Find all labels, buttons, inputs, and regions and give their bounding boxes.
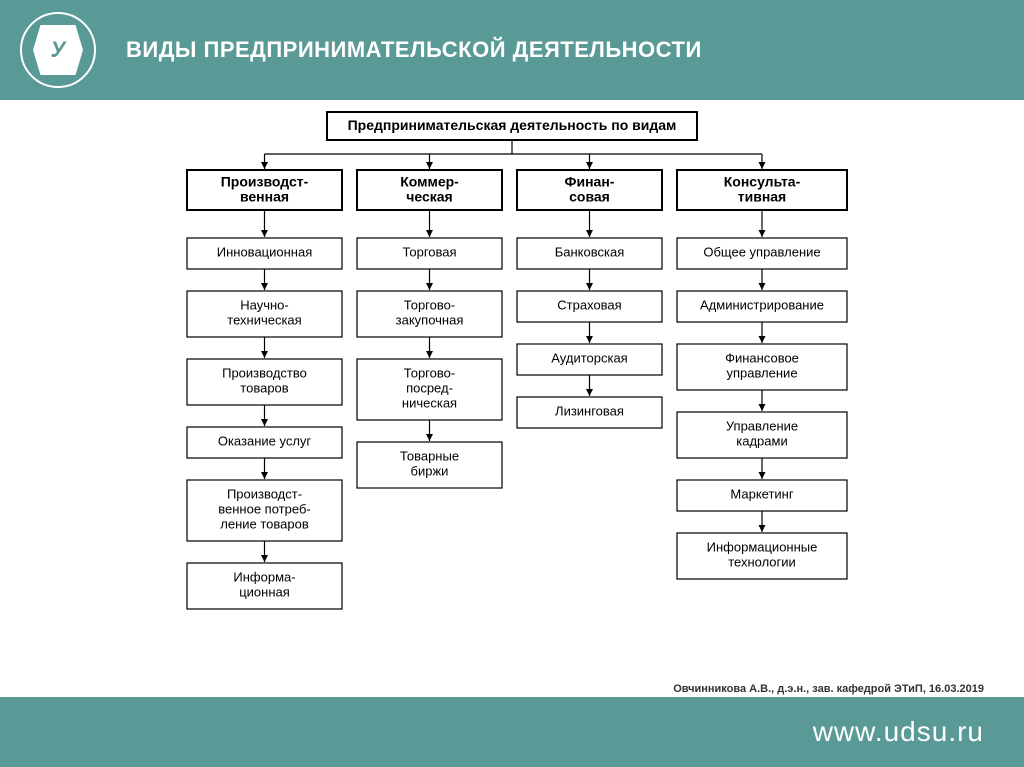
svg-text:Инновационная: Инновационная [217,245,313,260]
svg-text:Общее управление: Общее управление [703,245,820,260]
svg-text:Производст-венное потреб-ление: Производст-венное потреб-ление товаров [218,487,310,532]
svg-text:Банковская: Банковская [555,245,625,260]
types-flowchart: Предпринимательская деятельность по вида… [147,110,877,700]
svg-text:Коммер-ческая: Коммер-ческая [400,173,459,204]
svg-text:Маркетинг: Маркетинг [730,487,793,502]
svg-text:Оказание услуг: Оказание услуг [218,434,312,449]
footer-url: www.udsu.ru [813,716,984,748]
svg-text:Финансовоеуправление: Финансовоеуправление [725,351,799,381]
svg-text:Информа-ционная: Информа-ционная [233,570,295,600]
slide-footer: www.udsu.ru [0,697,1024,767]
svg-text:Торгово-закупочная: Торгово-закупочная [396,298,464,328]
svg-text:Администрирование: Администрирование [700,298,824,313]
logo-letter: У [33,25,83,75]
svg-text:Аудиторская: Аудиторская [551,351,627,366]
svg-text:Управлениекадрами: Управлениекадрами [726,419,798,449]
slide-header: У ВИДЫ ПРЕДПРИНИМАТЕЛЬСКОЙ ДЕЯТЕЛЬНОСТИ [0,0,1024,100]
svg-text:Финан-совая: Финан-совая [565,173,615,204]
university-logo: У [20,12,96,88]
slide-title: ВИДЫ ПРЕДПРИНИМАТЕЛЬСКОЙ ДЕЯТЕЛЬНОСТИ [126,37,702,63]
svg-text:Торговая: Торговая [402,245,456,260]
slide-content: Предпринимательская деятельность по вида… [0,100,1024,697]
svg-text:Страховая: Страховая [557,298,621,313]
svg-text:Лизинговая: Лизинговая [555,404,624,419]
author-credit: Овчинникова А.В., д.э.н., зав. кафедрой … [673,683,984,695]
svg-text:Торгово-посред-ническая: Торгово-посред-ническая [402,366,457,411]
svg-text:Предпринимательская деятельнос: Предпринимательская деятельность по вида… [348,117,677,133]
